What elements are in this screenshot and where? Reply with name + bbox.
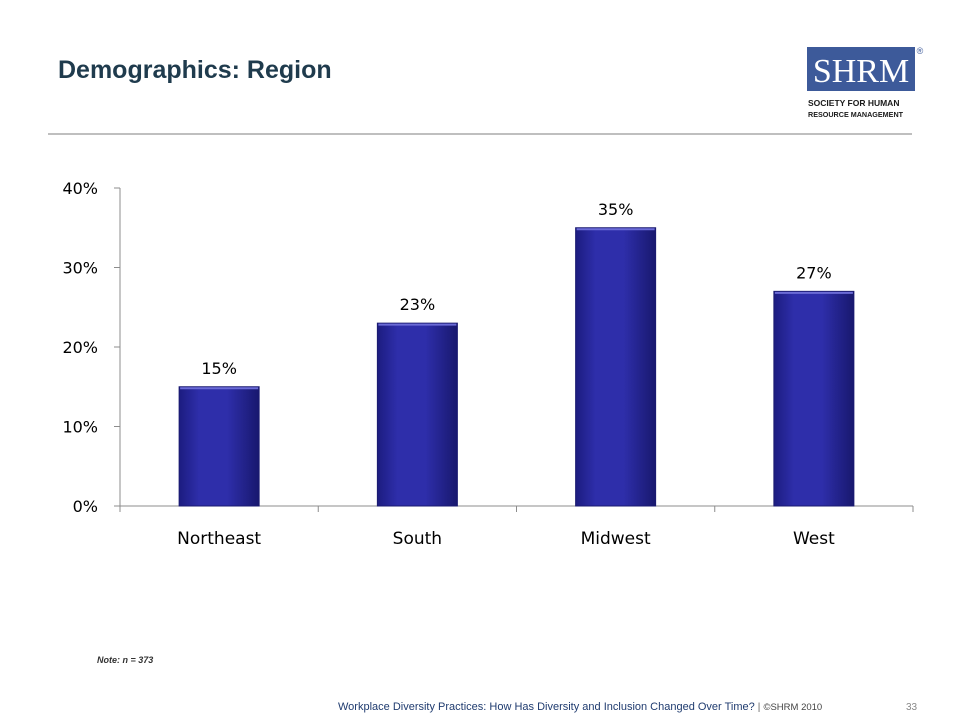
x-tick-label: Northeast xyxy=(177,529,261,549)
logo-box xyxy=(807,47,915,91)
x-tick-label: South xyxy=(393,529,442,549)
bar xyxy=(376,322,458,507)
data-label: 23% xyxy=(400,295,436,314)
slide-title: Demographics: Region xyxy=(58,56,332,84)
data-label: 27% xyxy=(796,263,832,282)
logo-letters: SHRM xyxy=(813,53,909,90)
x-tick-label: West xyxy=(793,529,835,549)
y-tick-label: 20% xyxy=(62,338,98,357)
logo-line-2: RESOURCE MANAGEMENT xyxy=(808,110,904,119)
y-tick-label: 40% xyxy=(62,179,98,198)
shrm-logo: SHRM ® SOCIETY FOR HUMAN RESOURCE MANAGE… xyxy=(807,46,924,119)
logo-registered-mark: ® xyxy=(917,46,924,56)
footer-separator: | xyxy=(757,702,761,713)
data-label: 15% xyxy=(201,359,237,378)
bar xyxy=(178,386,260,507)
data-label: 35% xyxy=(598,200,634,219)
bar-chart: 0% 10% 20% 30% 40% 15% Northeast 23% South 35% Mid… xyxy=(62,179,914,549)
footer: Workplace Diversity Practices: How Has D… xyxy=(338,701,822,713)
footer-copyright: ©SHRM 2010 xyxy=(763,702,823,713)
x-tick-label: Midwest xyxy=(581,529,651,549)
title-divider xyxy=(48,133,912,135)
y-tick-label: 0% xyxy=(73,497,98,516)
y-tick-label: 30% xyxy=(62,259,98,278)
y-tick-label: 10% xyxy=(62,418,98,437)
sample-size-note: Note: n = 373 xyxy=(97,655,154,665)
bar xyxy=(773,290,855,507)
logo-line-1: SOCIETY FOR HUMAN xyxy=(808,98,899,108)
bar xyxy=(575,227,657,507)
footer-text: Workplace Diversity Practices: How Has D… xyxy=(338,701,755,713)
page-number: 33 xyxy=(906,702,918,713)
